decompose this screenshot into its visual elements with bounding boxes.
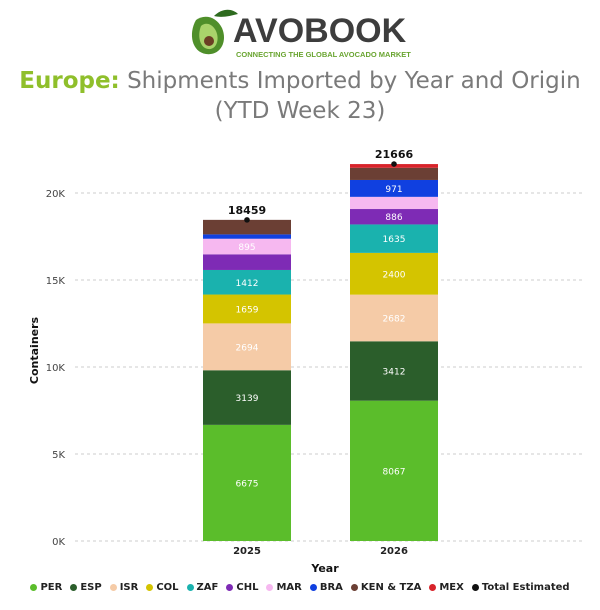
legend-item: ZAF bbox=[186, 581, 219, 593]
legend-label: ISR bbox=[119, 581, 139, 593]
legend-swatch bbox=[30, 583, 38, 591]
data-label: 2694 bbox=[236, 343, 259, 353]
legend-item: PER bbox=[30, 582, 62, 593]
title-line-1: Europe: Shipments Imported by Year and O… bbox=[0, 66, 600, 96]
avocado-icon bbox=[191, 9, 238, 55]
y-tick-label: 5K bbox=[52, 450, 65, 461]
total-marker bbox=[244, 217, 250, 223]
legend-item: COL bbox=[146, 581, 179, 593]
legend-swatch bbox=[226, 583, 234, 591]
y-tick-label: 0K bbox=[52, 537, 65, 548]
legend-item: CHL bbox=[226, 582, 258, 593]
legend-item: MAR bbox=[266, 581, 302, 593]
data-label: 1412 bbox=[236, 279, 259, 289]
bar-segment-esp bbox=[203, 370, 291, 425]
y-tick-label: 10K bbox=[46, 363, 66, 374]
bar-segment-esp bbox=[350, 341, 438, 401]
bar-segment-per bbox=[203, 424, 291, 541]
data-label: 1635 bbox=[383, 235, 406, 245]
legend-swatch bbox=[471, 583, 479, 591]
legend-swatch bbox=[186, 583, 194, 591]
stacked-bar-chart: 0K 5K 10K 15K 20K Containers Year 6675 3139 2694 1… bbox=[28, 148, 585, 575]
legend-swatch bbox=[70, 583, 78, 591]
legend-label: CHL bbox=[236, 581, 259, 593]
bar-segment-col bbox=[203, 294, 291, 324]
logo-tagline: CONNECTING THE GLOBAL AVOCADO MARKET bbox=[236, 50, 411, 59]
legend-item: MEX bbox=[429, 582, 464, 593]
legend-item: Total Estimated bbox=[471, 581, 570, 593]
y-tick-label: 15K bbox=[46, 276, 66, 287]
legend-swatch bbox=[266, 583, 274, 591]
title-rest: Shipments Imported by Year and Origin bbox=[119, 68, 581, 94]
legend-item: KEN & TZA bbox=[350, 581, 422, 593]
legend-swatch bbox=[429, 583, 437, 591]
bar-segment-isr bbox=[350, 294, 438, 342]
x-tick-label: 2026 bbox=[380, 546, 408, 557]
legend-label: ESP bbox=[80, 581, 102, 593]
bar-segment-bra bbox=[203, 234, 291, 239]
data-label: 886 bbox=[385, 213, 402, 223]
legend-item: ISR bbox=[109, 581, 139, 593]
legend-label: BRA bbox=[319, 581, 343, 593]
bar-segment-ken-tza bbox=[203, 219, 291, 235]
total-marker bbox=[391, 161, 397, 167]
bar-segment-bra bbox=[350, 179, 438, 197]
bar-segment-isr bbox=[203, 323, 291, 371]
avobook-logo: AVOBOOK CONNECTING THE GLOBAL AVOCADO MA… bbox=[191, 9, 411, 59]
data-label: 2682 bbox=[383, 314, 406, 324]
bar-segment-mar bbox=[203, 238, 291, 255]
data-label: 1659 bbox=[236, 305, 259, 315]
data-label: 6675 bbox=[236, 479, 259, 489]
legend-label: KEN & TZA bbox=[360, 581, 422, 593]
legend-swatch bbox=[146, 583, 154, 591]
bar-segment-col bbox=[350, 252, 438, 295]
total-label: 18459 bbox=[228, 204, 266, 217]
legend-label: Total Estimated bbox=[481, 581, 570, 593]
x-axis-label: Year bbox=[310, 562, 339, 575]
data-label: 2400 bbox=[383, 270, 406, 280]
legend-swatch bbox=[309, 583, 317, 591]
bar-segment-per bbox=[350, 400, 438, 541]
legend-item: ESP bbox=[70, 581, 102, 593]
bar-segment-chl bbox=[350, 209, 438, 225]
data-label: 8067 bbox=[383, 467, 406, 477]
bar-segment-chl bbox=[203, 254, 291, 270]
data-label: 3139 bbox=[236, 394, 259, 404]
legend-item: BRA bbox=[309, 581, 343, 593]
legend-swatch bbox=[109, 583, 117, 591]
bar-segment-zaf bbox=[350, 224, 438, 253]
legend-label: ZAF bbox=[196, 581, 219, 593]
chart-legend: PER ESP ISR COL ZAF CHL MAR BRA KEN & TZA MEX Tota… bbox=[0, 578, 600, 596]
title-highlight: Europe: bbox=[19, 68, 120, 94]
chart-title: Europe: Shipments Imported by Year and O… bbox=[0, 66, 600, 126]
data-label: 3412 bbox=[383, 367, 406, 377]
data-label: 971 bbox=[385, 185, 402, 195]
bar-segment-mar bbox=[350, 196, 438, 210]
data-label: 895 bbox=[238, 243, 255, 253]
legend-label: MAR bbox=[276, 581, 302, 593]
y-axis-label: Containers bbox=[28, 316, 41, 384]
legend-swatch bbox=[350, 583, 358, 591]
y-tick-label: 20K bbox=[46, 189, 66, 200]
x-tick-label: 2025 bbox=[233, 546, 261, 557]
legend-label: MEX bbox=[439, 581, 464, 593]
title-line-2: (YTD Week 23) bbox=[214, 98, 386, 124]
logo-name: AVOBOOK bbox=[233, 12, 407, 50]
bar-segment-zaf bbox=[203, 269, 291, 295]
total-label: 21666 bbox=[375, 148, 414, 161]
bar-segment-ken-tza bbox=[350, 167, 438, 180]
legend-label: COL bbox=[156, 581, 179, 593]
legend-label: PER bbox=[40, 581, 63, 593]
